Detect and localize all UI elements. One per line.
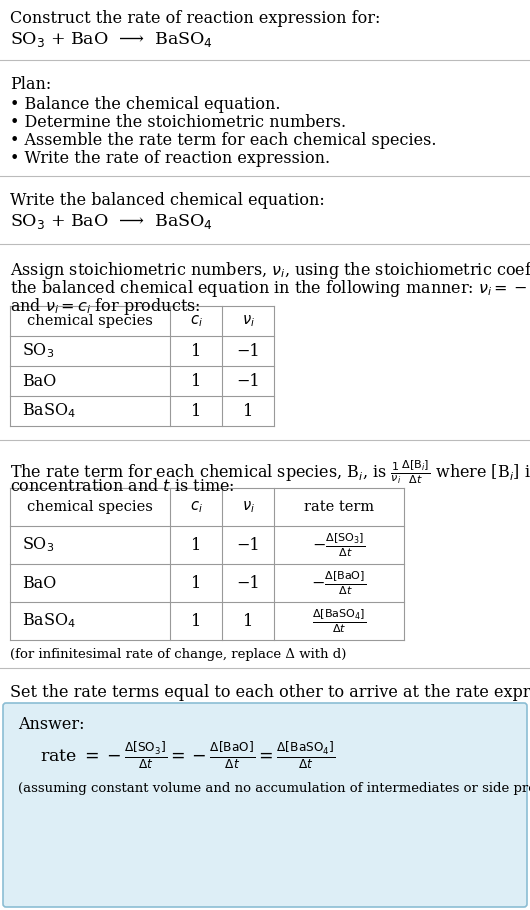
Text: Set the rate terms equal to each other to arrive at the rate expression:: Set the rate terms equal to each other t…	[10, 684, 530, 701]
Text: $\nu_i$: $\nu_i$	[242, 313, 254, 329]
Text: −1: −1	[236, 537, 260, 553]
Text: 1: 1	[191, 612, 201, 630]
Text: $-\frac{\Delta[\mathrm{SO_3}]}{\Delta t}$: $-\frac{\Delta[\mathrm{SO_3}]}{\Delta t}…	[312, 531, 366, 559]
Text: Construct the rate of reaction expression for:: Construct the rate of reaction expressio…	[10, 10, 381, 27]
Text: BaSO$_4$: BaSO$_4$	[22, 401, 76, 420]
Text: rate $= -\frac{\Delta[\mathrm{SO_3}]}{\Delta t} = -\frac{\Delta[\mathrm{BaO}]}{\: rate $= -\frac{\Delta[\mathrm{SO_3}]}{\D…	[40, 740, 335, 771]
FancyBboxPatch shape	[3, 703, 527, 907]
Text: 1: 1	[243, 402, 253, 420]
Text: • Balance the chemical equation.: • Balance the chemical equation.	[10, 96, 280, 113]
Text: Write the balanced chemical equation:: Write the balanced chemical equation:	[10, 192, 325, 209]
Text: (assuming constant volume and no accumulation of intermediates or side products): (assuming constant volume and no accumul…	[18, 782, 530, 795]
Text: Assign stoichiometric numbers, $\nu_i$, using the stoichiometric coefficients, $: Assign stoichiometric numbers, $\nu_i$, …	[10, 260, 530, 281]
Text: 1: 1	[191, 537, 201, 553]
Text: −1: −1	[236, 574, 260, 592]
Text: SO$_3$: SO$_3$	[22, 536, 55, 554]
Text: −1: −1	[236, 372, 260, 389]
Text: Plan:: Plan:	[10, 76, 51, 93]
Text: rate term: rate term	[304, 500, 374, 514]
Text: −1: −1	[236, 342, 260, 359]
Text: BaO: BaO	[22, 372, 56, 389]
Text: SO$_3$: SO$_3$	[22, 341, 55, 360]
Text: 1: 1	[191, 574, 201, 592]
Text: $-\frac{\Delta[\mathrm{BaO}]}{\Delta t}$: $-\frac{\Delta[\mathrm{BaO}]}{\Delta t}$	[312, 569, 367, 597]
Text: BaO: BaO	[22, 574, 56, 592]
Text: 1: 1	[191, 342, 201, 359]
Text: chemical species: chemical species	[27, 314, 153, 328]
Text: $\nu_i$: $\nu_i$	[242, 500, 254, 515]
Text: Answer:: Answer:	[18, 716, 84, 733]
Text: SO$_3$ + BaO  ⟶  BaSO$_4$: SO$_3$ + BaO ⟶ BaSO$_4$	[10, 212, 213, 231]
Text: the balanced chemical equation in the following manner: $\nu_i = -c_i$ for react: the balanced chemical equation in the fo…	[10, 278, 530, 299]
Text: and $\nu_i = c_i$ for products:: and $\nu_i = c_i$ for products:	[10, 296, 200, 317]
Text: $c_i$: $c_i$	[190, 313, 202, 329]
Text: $c_i$: $c_i$	[190, 500, 202, 515]
Text: (for infinitesimal rate of change, replace Δ with d): (for infinitesimal rate of change, repla…	[10, 648, 347, 661]
Text: • Assemble the rate term for each chemical species.: • Assemble the rate term for each chemic…	[10, 132, 437, 149]
Text: concentration and $t$ is time:: concentration and $t$ is time:	[10, 478, 235, 495]
Text: 1: 1	[243, 612, 253, 630]
Text: $\frac{\Delta[\mathrm{BaSO_4}]}{\Delta t}$: $\frac{\Delta[\mathrm{BaSO_4}]}{\Delta t…	[312, 607, 366, 635]
Text: • Write the rate of reaction expression.: • Write the rate of reaction expression.	[10, 150, 330, 167]
Text: The rate term for each chemical species, B$_i$, is $\frac{1}{\nu_i}\frac{\Delta[: The rate term for each chemical species,…	[10, 458, 530, 486]
Text: • Determine the stoichiometric numbers.: • Determine the stoichiometric numbers.	[10, 114, 346, 131]
Text: SO$_3$ + BaO  ⟶  BaSO$_4$: SO$_3$ + BaO ⟶ BaSO$_4$	[10, 30, 213, 49]
Text: chemical species: chemical species	[27, 500, 153, 514]
Text: 1: 1	[191, 402, 201, 420]
Text: 1: 1	[191, 372, 201, 389]
Text: BaSO$_4$: BaSO$_4$	[22, 612, 76, 631]
